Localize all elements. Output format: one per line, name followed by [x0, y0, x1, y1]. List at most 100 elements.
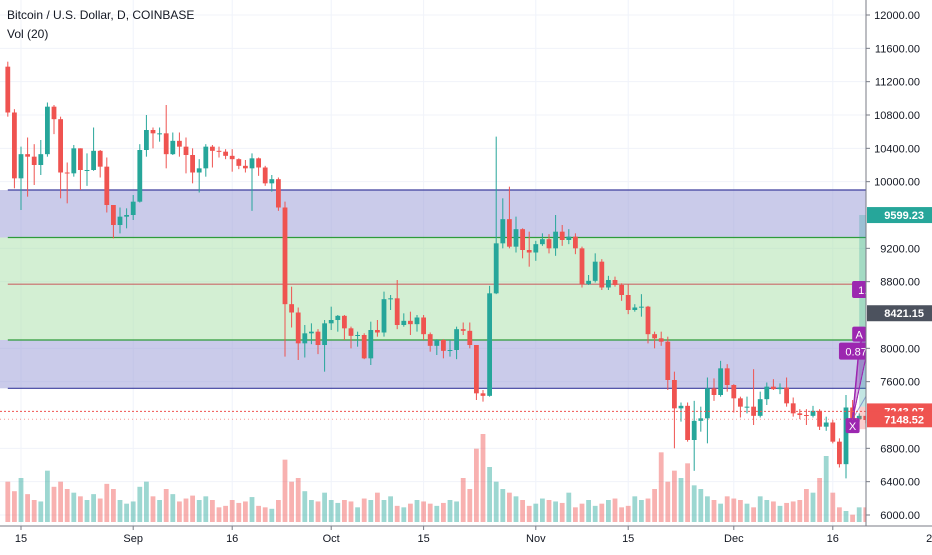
candle-body[interactable]: [592, 261, 598, 281]
candle-body[interactable]: [183, 146, 189, 155]
candle-body[interactable]: [71, 148, 77, 174]
candle-body[interactable]: [744, 406, 750, 408]
candle-body[interactable]: [454, 329, 459, 350]
support-resistance-zone[interactable]: [0, 190, 919, 238]
candle-body[interactable]: [150, 130, 156, 134]
candle-body[interactable]: [790, 403, 796, 414]
pattern-point-badge[interactable]: [852, 326, 867, 342]
candle-body[interactable]: [513, 229, 519, 247]
candle-body[interactable]: [823, 422, 829, 427]
candle-body[interactable]: [738, 398, 743, 407]
candle-body[interactable]: [276, 179, 281, 208]
candle-body[interactable]: [117, 216, 123, 225]
candle-body[interactable]: [104, 166, 110, 205]
candle-body[interactable]: [137, 150, 143, 202]
candle-body[interactable]: [111, 205, 116, 225]
candle-body[interactable]: [553, 231, 558, 249]
candle-body[interactable]: [97, 150, 103, 167]
candle-body[interactable]: [394, 298, 400, 325]
candle-body[interactable]: [441, 340, 446, 351]
candle-body[interactable]: [784, 387, 789, 404]
candle-body[interactable]: [843, 407, 849, 465]
support-resistance-zone[interactable]: [0, 340, 919, 389]
candle-body[interactable]: [586, 280, 591, 285]
candle-body[interactable]: [830, 422, 836, 442]
candle-body[interactable]: [804, 415, 809, 416]
candle-body[interactable]: [566, 236, 572, 240]
candle-body[interactable]: [64, 172, 70, 174]
candle-body[interactable]: [91, 150, 96, 170]
candle-body[interactable]: [705, 388, 710, 419]
candle-body[interactable]: [507, 219, 512, 247]
candle-body[interactable]: [5, 66, 11, 113]
candle-body[interactable]: [856, 415, 862, 420]
candle-body[interactable]: [243, 165, 248, 169]
candle-body[interactable]: [460, 329, 466, 331]
candle-body[interactable]: [625, 295, 631, 310]
candle-body[interactable]: [665, 341, 671, 380]
candle-body[interactable]: [764, 386, 770, 400]
candle-body[interactable]: [256, 158, 261, 168]
candle-body[interactable]: [315, 331, 321, 345]
candle-body[interactable]: [361, 335, 367, 359]
candle-body[interactable]: [493, 243, 499, 294]
candle-body[interactable]: [718, 368, 723, 395]
candle-body[interactable]: [771, 386, 776, 390]
candle-body[interactable]: [229, 155, 235, 160]
candle-body[interactable]: [579, 248, 585, 285]
candle-body[interactable]: [817, 410, 822, 427]
candle-body[interactable]: [421, 317, 426, 335]
candle-body[interactable]: [368, 330, 374, 359]
candle-body[interactable]: [282, 207, 288, 305]
candle-body[interactable]: [447, 350, 453, 351]
candle-body[interactable]: [526, 250, 532, 253]
candle-body[interactable]: [467, 330, 473, 345]
candle-body[interactable]: [639, 306, 644, 308]
candle-body[interactable]: [533, 244, 539, 253]
candle-body[interactable]: [375, 330, 380, 333]
candle-body[interactable]: [401, 320, 407, 325]
candle-body[interactable]: [645, 306, 651, 335]
candle-body[interactable]: [38, 154, 44, 165]
candle-body[interactable]: [348, 328, 354, 336]
candle-body[interactable]: [632, 307, 638, 311]
candle-body[interactable]: [157, 133, 162, 135]
candle-body[interactable]: [606, 280, 611, 288]
pattern-point-badge[interactable]: [845, 418, 860, 434]
candle-body[interactable]: [546, 239, 552, 249]
candle-body[interactable]: [84, 170, 90, 171]
candle-body[interactable]: [322, 323, 327, 345]
candle-body[interactable]: [190, 155, 195, 173]
candle-body[interactable]: [196, 168, 202, 173]
candle-body[interactable]: [658, 338, 664, 342]
candle-body[interactable]: [269, 179, 275, 184]
candle-body[interactable]: [289, 304, 294, 313]
candle-body[interactable]: [731, 385, 737, 399]
candle-body[interactable]: [170, 140, 176, 155]
candle-body[interactable]: [480, 393, 486, 396]
candle-body[interactable]: [124, 215, 129, 217]
candle-body[interactable]: [612, 280, 618, 285]
candle-body[interactable]: [223, 151, 228, 156]
candle-body[interactable]: [685, 405, 690, 440]
candle-body[interactable]: [388, 298, 393, 300]
candle-body[interactable]: [295, 312, 301, 344]
candle-body[interactable]: [810, 410, 816, 416]
candle-body[interactable]: [599, 261, 605, 288]
candle-body[interactable]: [573, 236, 578, 249]
candle-body[interactable]: [678, 405, 684, 409]
price-axis-panel[interactable]: [866, 0, 932, 550]
candle-body[interactable]: [487, 293, 492, 396]
candle-body[interactable]: [236, 159, 242, 166]
candle-body[interactable]: [691, 420, 697, 440]
candle-body[interactable]: [12, 112, 17, 179]
candle-body[interactable]: [381, 299, 387, 333]
candle-body[interactable]: [427, 334, 433, 346]
candle-body[interactable]: [177, 140, 182, 147]
candle-body[interactable]: [757, 399, 763, 416]
candle-body[interactable]: [434, 340, 440, 346]
candle-body[interactable]: [342, 315, 347, 329]
candle-body[interactable]: [210, 146, 215, 151]
candle-body[interactable]: [724, 368, 730, 385]
candle-body[interactable]: [25, 154, 30, 157]
